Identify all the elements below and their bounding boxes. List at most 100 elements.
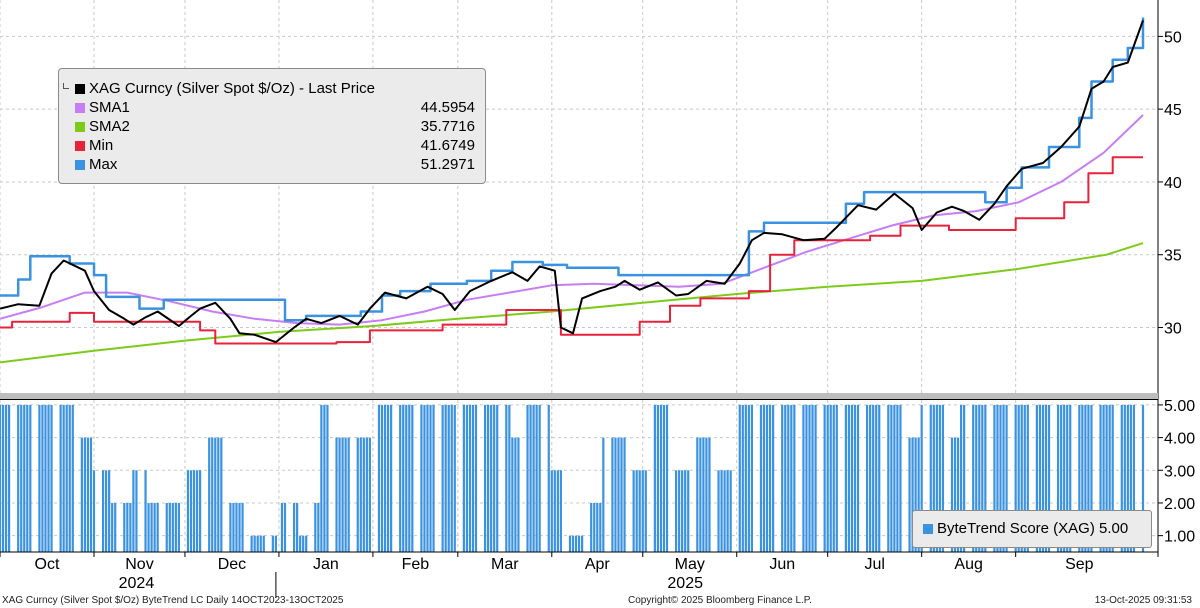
score-bar <box>41 404 44 552</box>
score-bar <box>611 437 614 552</box>
legend-row-max: Max 51.2971 <box>75 155 475 174</box>
score-bar <box>529 404 532 552</box>
score-bar <box>1 404 5 552</box>
legend-name-sma2: SMA2 <box>89 118 130 135</box>
score-bar <box>408 404 411 552</box>
score-bar <box>150 502 153 552</box>
score-bar <box>101 470 105 552</box>
score-bar <box>171 502 174 552</box>
score-bar <box>517 437 520 552</box>
score-bar <box>835 404 838 552</box>
score-bar <box>483 404 487 552</box>
score-bar <box>220 437 223 552</box>
score-bar <box>1108 404 1111 552</box>
score-bar <box>208 437 211 552</box>
score-bar <box>784 404 787 552</box>
score-bar <box>320 404 323 552</box>
month-label: Dec <box>218 556 246 573</box>
score-bar <box>453 404 456 552</box>
score-bar <box>793 404 796 552</box>
series-line-sma1 <box>0 114 1144 326</box>
score-bar <box>896 404 899 552</box>
legend-swatch-sma2 <box>75 122 85 132</box>
score-bar <box>44 404 47 552</box>
score-bar <box>402 404 405 552</box>
score-bar <box>1020 404 1023 552</box>
score-bar <box>302 535 305 552</box>
score-bar <box>662 404 666 552</box>
legend-value-min: 41.6749 <box>420 137 475 154</box>
score-bar <box>262 535 265 552</box>
month-label: Jun <box>769 556 795 573</box>
score-bar <box>1123 404 1126 552</box>
score-bar <box>292 502 296 552</box>
year-label: 2025 <box>667 575 703 592</box>
price-tick-label: 40 <box>1164 175 1182 192</box>
score-bar <box>186 470 190 552</box>
score-bar <box>856 404 860 552</box>
score-bar <box>468 404 472 552</box>
legend-value-max: 51.2971 <box>420 156 475 173</box>
score-bar <box>132 470 135 552</box>
score-bar <box>953 437 957 552</box>
legend-value-sma1: 44.5954 <box>420 99 475 116</box>
score-bar <box>399 404 402 552</box>
score-bar <box>1066 404 1069 552</box>
score-bar <box>1141 404 1145 552</box>
axes <box>0 0 1163 598</box>
score-bar <box>932 404 935 552</box>
score-bar <box>723 470 726 552</box>
score-bar <box>274 535 277 552</box>
score-bar <box>790 404 793 552</box>
score-bar <box>411 404 414 552</box>
score-bar <box>1084 404 1087 552</box>
score-bar <box>929 404 932 552</box>
score-bar <box>687 470 690 552</box>
score-bar <box>747 404 750 552</box>
score-bar <box>474 404 478 552</box>
score-bar <box>847 404 851 552</box>
score-bar <box>590 502 593 552</box>
score-bar <box>165 502 168 552</box>
score-bar <box>271 535 274 552</box>
score-bar <box>1063 404 1066 552</box>
score-bar <box>444 404 447 552</box>
series-line-sma2 <box>0 242 1144 364</box>
score-bar <box>826 404 829 552</box>
score-bar <box>805 404 808 552</box>
legend-name-min: Min <box>89 137 114 154</box>
score-bar <box>505 404 508 552</box>
score-bar <box>596 502 599 552</box>
score-bar <box>20 404 23 552</box>
legend-swatch-min <box>75 141 85 151</box>
score-bar <box>1120 404 1123 552</box>
score-bar <box>938 404 941 552</box>
score-bar <box>559 470 562 552</box>
score-bar <box>535 404 538 552</box>
score-bar <box>153 502 156 552</box>
score-bar <box>772 404 775 552</box>
score-bar <box>681 470 684 552</box>
score-bar <box>750 404 753 552</box>
score-bar <box>869 404 872 552</box>
score-bar <box>147 502 150 552</box>
series-line-min <box>0 156 1143 345</box>
score-bar <box>705 437 708 552</box>
score-bar <box>814 404 817 552</box>
score-bar <box>878 404 881 552</box>
score-bar <box>875 404 878 552</box>
score-bar <box>853 404 857 552</box>
legend-row-last-price: XAG Curncy (Silver Spot $/Oz) - Last Pri… <box>75 79 475 98</box>
score-bar <box>702 437 705 552</box>
score-bar <box>347 437 350 552</box>
score-bar <box>299 535 302 552</box>
score-tick-label: 2.00 <box>1164 496 1195 513</box>
legend-collapse-icon <box>63 83 69 89</box>
month-label: Aug <box>954 556 982 573</box>
score-bar <box>105 470 108 552</box>
score-bar <box>956 437 960 552</box>
score-bar <box>577 535 581 552</box>
score-bar <box>71 404 74 552</box>
score-bar <box>493 404 496 552</box>
